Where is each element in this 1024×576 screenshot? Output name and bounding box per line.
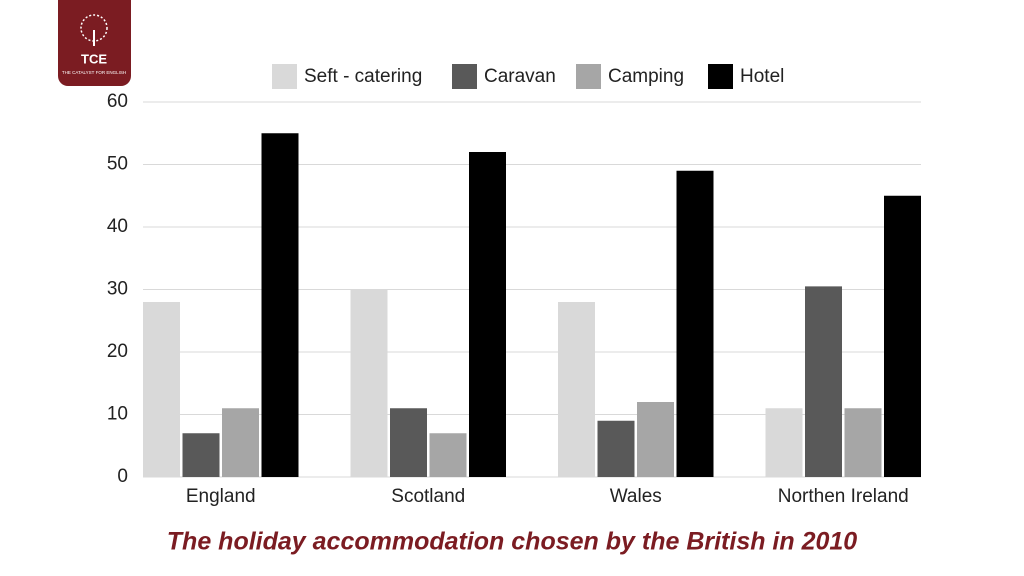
bar [469,152,506,477]
x-tick-label: Wales [610,486,662,507]
x-tick-label: Northen Ireland [778,486,909,507]
legend-swatch [452,64,477,89]
bar [597,420,635,477]
bar [676,170,714,477]
bar [182,433,220,477]
y-tick-label: 60 [107,91,128,112]
chart-title: The holiday accommodation chosen by the … [167,528,858,556]
legend-label: Caravan [484,66,556,87]
bar [844,408,882,477]
y-tick-label: 10 [107,404,128,425]
bar [637,402,674,477]
legend-label: Camping [608,66,684,87]
bar [765,408,803,477]
legend-label: Seft - catering [304,66,422,87]
x-tick-label: England [186,486,256,507]
bar [429,433,467,477]
y-tick-label: 0 [117,466,128,487]
bar [884,195,921,477]
y-tick-label: 30 [107,279,128,300]
x-tick-label: Scotland [391,486,465,507]
y-tick-label: 50 [107,154,128,175]
logo-title: TCE [81,51,107,66]
y-tick-label: 20 [107,341,128,362]
legend-label: Hotel [740,66,784,87]
bar [143,302,180,477]
bar [261,133,299,477]
bar [805,286,842,477]
bar [350,289,388,477]
bar [390,408,427,477]
legend-swatch [272,64,297,89]
logo-subtitle: THE CATALYST FOR ENGLISH [62,70,126,75]
bar [222,408,259,477]
y-tick-label: 40 [107,216,128,237]
logo: TCE THE CATALYST FOR ENGLISH [58,0,131,86]
legend-swatch [708,64,733,89]
bar [558,302,595,477]
legend-swatch [576,64,601,89]
